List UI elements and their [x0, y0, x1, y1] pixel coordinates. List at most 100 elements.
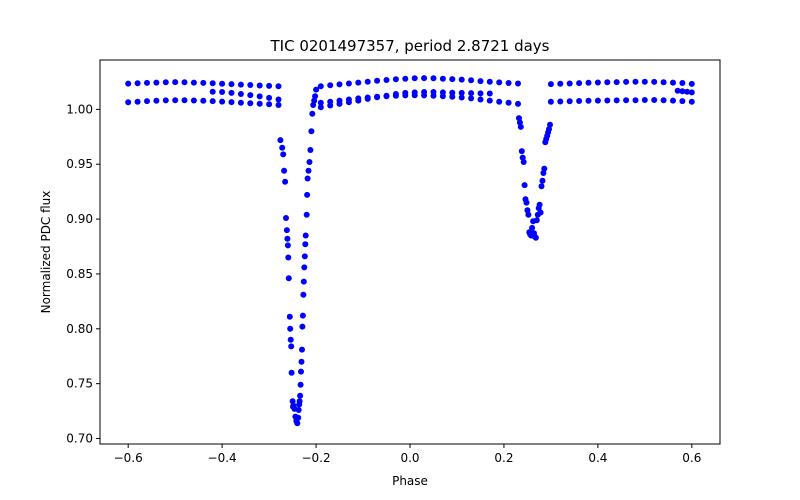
- data-point: [430, 89, 437, 95]
- data-point: [533, 217, 540, 224]
- data-point: [521, 182, 528, 189]
- data-point: [299, 346, 305, 353]
- data-point: [520, 159, 527, 165]
- data-point: [247, 92, 254, 99]
- data-point: [439, 75, 446, 82]
- data-point: [651, 78, 658, 85]
- data-point: [317, 104, 324, 111]
- data-point: [281, 167, 288, 174]
- data-point: [200, 97, 207, 104]
- data-point: [162, 97, 169, 104]
- data-point: [275, 102, 282, 108]
- data-point: [266, 82, 273, 89]
- data-point: [541, 165, 548, 172]
- data-point: [219, 80, 226, 87]
- data-point: [209, 98, 216, 105]
- data-point: [536, 201, 543, 208]
- data-point: [688, 98, 695, 105]
- data-point: [411, 89, 418, 96]
- data-point: [594, 97, 601, 104]
- data-point: [515, 80, 521, 87]
- data-point: [345, 99, 352, 106]
- data-point: [529, 224, 536, 231]
- data-point: [660, 79, 667, 86]
- data-point: [623, 78, 630, 85]
- data-point: [303, 211, 310, 218]
- y-tick-label: 0.75: [66, 377, 93, 391]
- data-point: [287, 325, 294, 332]
- data-point: [237, 81, 244, 88]
- data-point: [525, 211, 532, 218]
- y-axis-label: Normalized PDC flux: [39, 191, 53, 314]
- data-point: [125, 99, 132, 106]
- data-point: [172, 79, 179, 86]
- data-point: [566, 80, 573, 87]
- data-point: [613, 79, 620, 86]
- data-point: [275, 96, 282, 103]
- data-point: [374, 77, 381, 84]
- data-point: [294, 420, 301, 427]
- data-point: [305, 167, 312, 174]
- data-point: [153, 79, 160, 86]
- data-point: [228, 81, 235, 88]
- data-point: [200, 79, 207, 86]
- data-point: [277, 137, 284, 144]
- data-point: [468, 90, 475, 97]
- data-point: [439, 89, 446, 96]
- data-point: [219, 98, 226, 105]
- data-point: [266, 94, 273, 101]
- data-point: [312, 93, 319, 100]
- data-point: [518, 148, 525, 155]
- data-point: [547, 98, 554, 105]
- data-point: [421, 89, 428, 95]
- data-point: [364, 95, 371, 102]
- x-tick-label: −0.2: [301, 451, 330, 465]
- data-point: [670, 97, 676, 104]
- data-point: [297, 381, 304, 388]
- data-point: [523, 199, 530, 206]
- data-point: [308, 128, 315, 135]
- data-point: [304, 191, 311, 198]
- data-point: [660, 97, 667, 104]
- data-point: [684, 88, 691, 95]
- data-point: [449, 93, 456, 100]
- y-tick-label: 0.85: [66, 267, 93, 281]
- data-point: [458, 89, 465, 96]
- data-point: [317, 83, 324, 90]
- data-point: [411, 75, 418, 82]
- data-point: [547, 81, 554, 88]
- data-point: [468, 77, 475, 84]
- data-point: [301, 253, 308, 260]
- data-point: [299, 312, 306, 319]
- data-point: [566, 98, 573, 105]
- data-point: [313, 86, 320, 93]
- data-point: [295, 414, 302, 421]
- data-point: [532, 234, 539, 241]
- data-point: [288, 343, 295, 350]
- data-point: [449, 76, 456, 83]
- data-point: [228, 99, 235, 106]
- data-point: [537, 209, 544, 216]
- data-point: [641, 97, 648, 103]
- x-tick-label: −0.4: [208, 451, 237, 465]
- data-point: [585, 79, 592, 86]
- y-tick-label: 0.80: [66, 322, 93, 336]
- data-point: [285, 254, 292, 261]
- data-point: [402, 75, 409, 82]
- data-point: [641, 78, 648, 85]
- data-point: [181, 97, 188, 104]
- data-point: [327, 82, 334, 89]
- data-point: [134, 98, 141, 105]
- data-point: [190, 97, 197, 104]
- data-point: [134, 80, 141, 87]
- data-point: [144, 79, 150, 86]
- y-tick-label: 0.70: [66, 432, 93, 446]
- data-point: [297, 392, 304, 399]
- data-point: [688, 80, 695, 87]
- data-point: [477, 96, 484, 103]
- data-point: [421, 75, 428, 82]
- data-point: [284, 235, 291, 242]
- data-point: [496, 98, 503, 105]
- data-point: [301, 264, 308, 271]
- data-point: [302, 241, 309, 248]
